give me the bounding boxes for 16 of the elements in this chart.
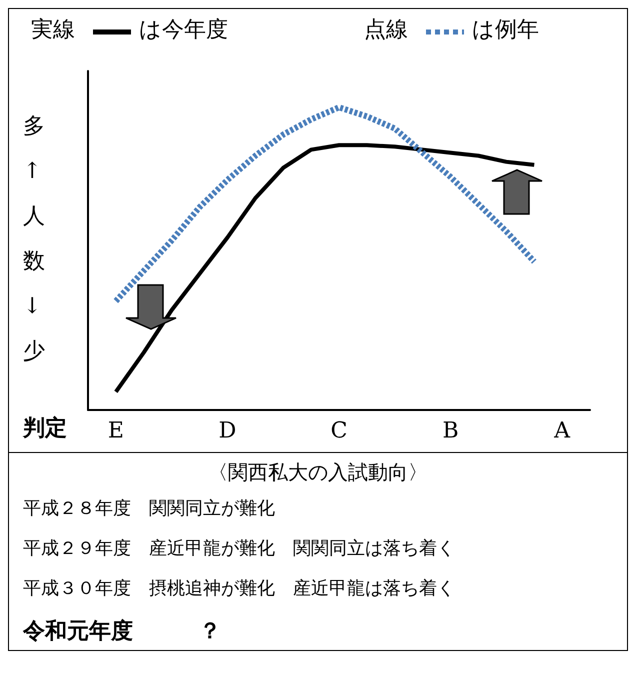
x-tick-label: B <box>442 418 459 444</box>
x-tick-label: A <box>553 418 572 444</box>
legend-label: は今年度 <box>139 18 228 42</box>
x-tick-label: C <box>330 418 348 444</box>
y-axis-title: 多↑人数↓少 <box>23 114 45 364</box>
text: 実線 <box>31 18 75 42</box>
text: 平成２８年度 関関同立が難化 <box>23 497 276 521</box>
x-tick-label: E <box>108 418 124 444</box>
text: 平成２９年度 産近甲龍が難化 関関同立は落ち着く <box>23 537 456 561</box>
x-tick-label: D <box>218 418 236 444</box>
text: 〈関西私大の入試動向〉 <box>207 459 429 486</box>
text: 平成３０年度 摂桃追神が難化 産近甲龍は落ち着く <box>23 577 456 601</box>
text: 令和元年度 ？ <box>23 618 222 646</box>
x-axis-title: 判定 <box>22 415 67 441</box>
text: 点線 <box>364 18 408 42</box>
legend-label: は例年 <box>472 18 539 42</box>
